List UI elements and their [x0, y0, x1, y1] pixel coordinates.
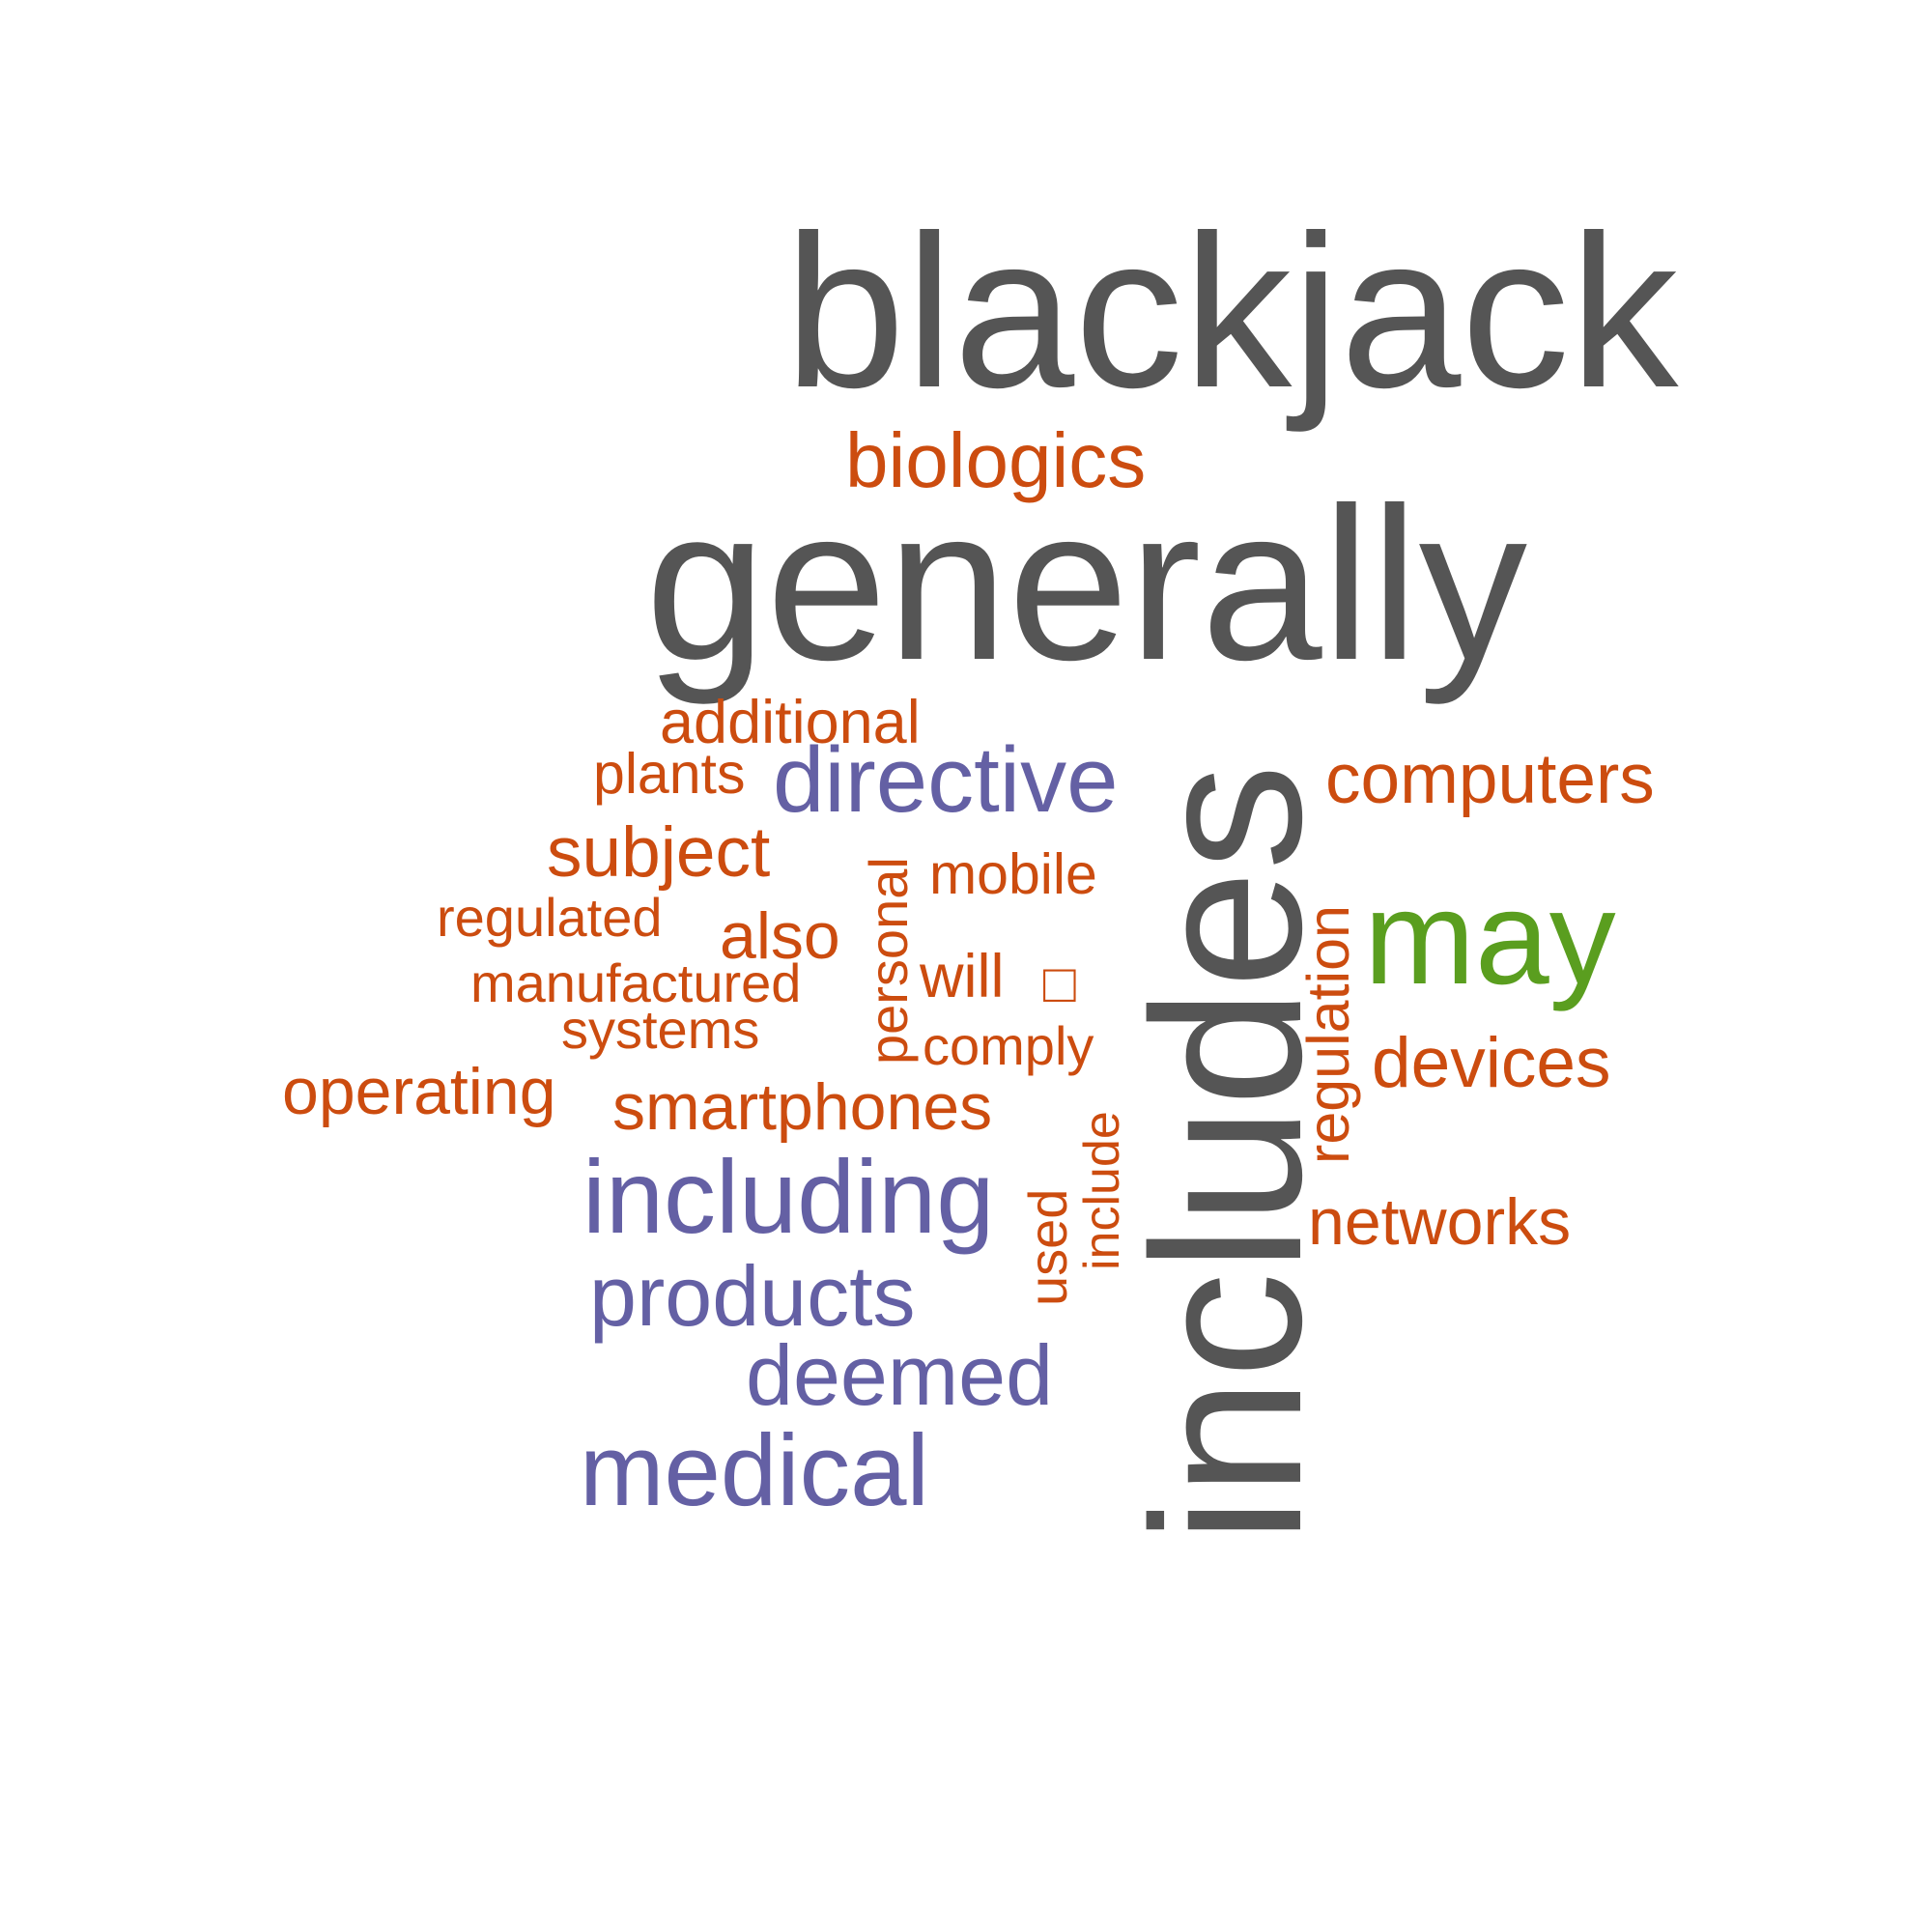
word-missing-glyph: □: [1043, 952, 1076, 1013]
word-biologics: biologics: [845, 417, 1147, 503]
word-plants: plants: [593, 742, 746, 806]
word-networks: networks: [1308, 1185, 1572, 1259]
word-generally: generally: [645, 462, 1528, 705]
word-directive: directive: [773, 728, 1119, 832]
word-manufactured: manufactured: [470, 952, 802, 1013]
word-additional: additional: [660, 689, 921, 756]
word-include: include: [1074, 1111, 1130, 1270]
word-computers: computers: [1325, 740, 1655, 818]
word-devices: devices: [1372, 1024, 1611, 1102]
word-also: also: [720, 899, 840, 973]
word-products: products: [589, 1248, 916, 1344]
word-regulated: regulated: [437, 887, 663, 948]
word-may: may: [1364, 864, 1616, 1012]
word-medical: medical: [580, 1414, 929, 1527]
word-comply: comply: [923, 1015, 1094, 1076]
word-personal: personal: [858, 857, 919, 1065]
word-operating: operating: [282, 1055, 556, 1128]
word-systems: systems: [561, 999, 760, 1060]
word-used: used: [1017, 1188, 1078, 1306]
word-mobile: mobile: [929, 842, 1097, 906]
word-blackjack: blackjack: [784, 189, 1679, 433]
word-will: will: [920, 943, 1005, 1010]
word-deemed: deemed: [746, 1327, 1054, 1423]
word-subject: subject: [547, 813, 771, 892]
word-including: including: [582, 1138, 995, 1255]
word-smartphones: smartphones: [612, 1070, 993, 1144]
word-regulation: regulation: [1295, 905, 1361, 1164]
